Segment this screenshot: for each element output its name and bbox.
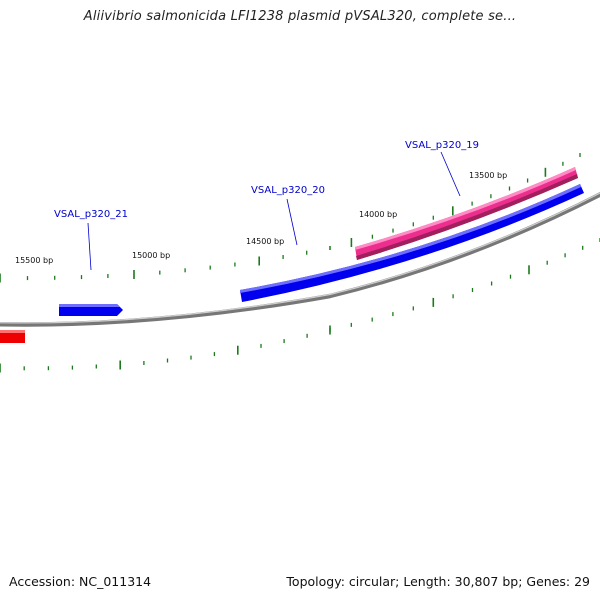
gene-label-vsal-p320-21[interactable]: VSAL_p320_21 [54,209,128,220]
position-label-13500: 13500 bp [469,171,507,180]
plasmid-backbone-highlight [0,192,600,324]
gene-label-vsal-p320-20[interactable]: VSAL_p320_20 [251,185,325,196]
inner-tick-ring [0,238,600,373]
position-label-15000: 15000 bp [132,251,170,260]
gene-vsal-p320-20[interactable] [240,184,584,302]
gene-vsal-p320-21[interactable] [59,304,123,316]
accession-text: Accession: NC_011314 [9,574,152,589]
position-label-14500: 14500 bp [246,237,284,246]
gene-label-vsal-p320-19[interactable]: VSAL_p320_19 [405,140,479,151]
leader-line-vsal-p320-19 [440,151,461,197]
leader-line-vsal-p320-20 [286,198,298,246]
position-label-14000: 14000 bp [359,210,397,219]
map-title: Aliivibrio salmonicida LFI1238 plasmid p… [83,9,517,24]
position-label-15500: 15500 bp [15,256,53,265]
outer-tick-ring [0,153,581,283]
gene-reverse-strand[interactable] [0,330,25,343]
gene-vsal-p320-19[interactable] [355,167,578,260]
topology-summary-text: Topology: circular; Length: 30,807 bp; G… [286,574,590,589]
leader-line-vsal-p320-21 [87,222,92,271]
plasmid-backbone [0,192,600,327]
